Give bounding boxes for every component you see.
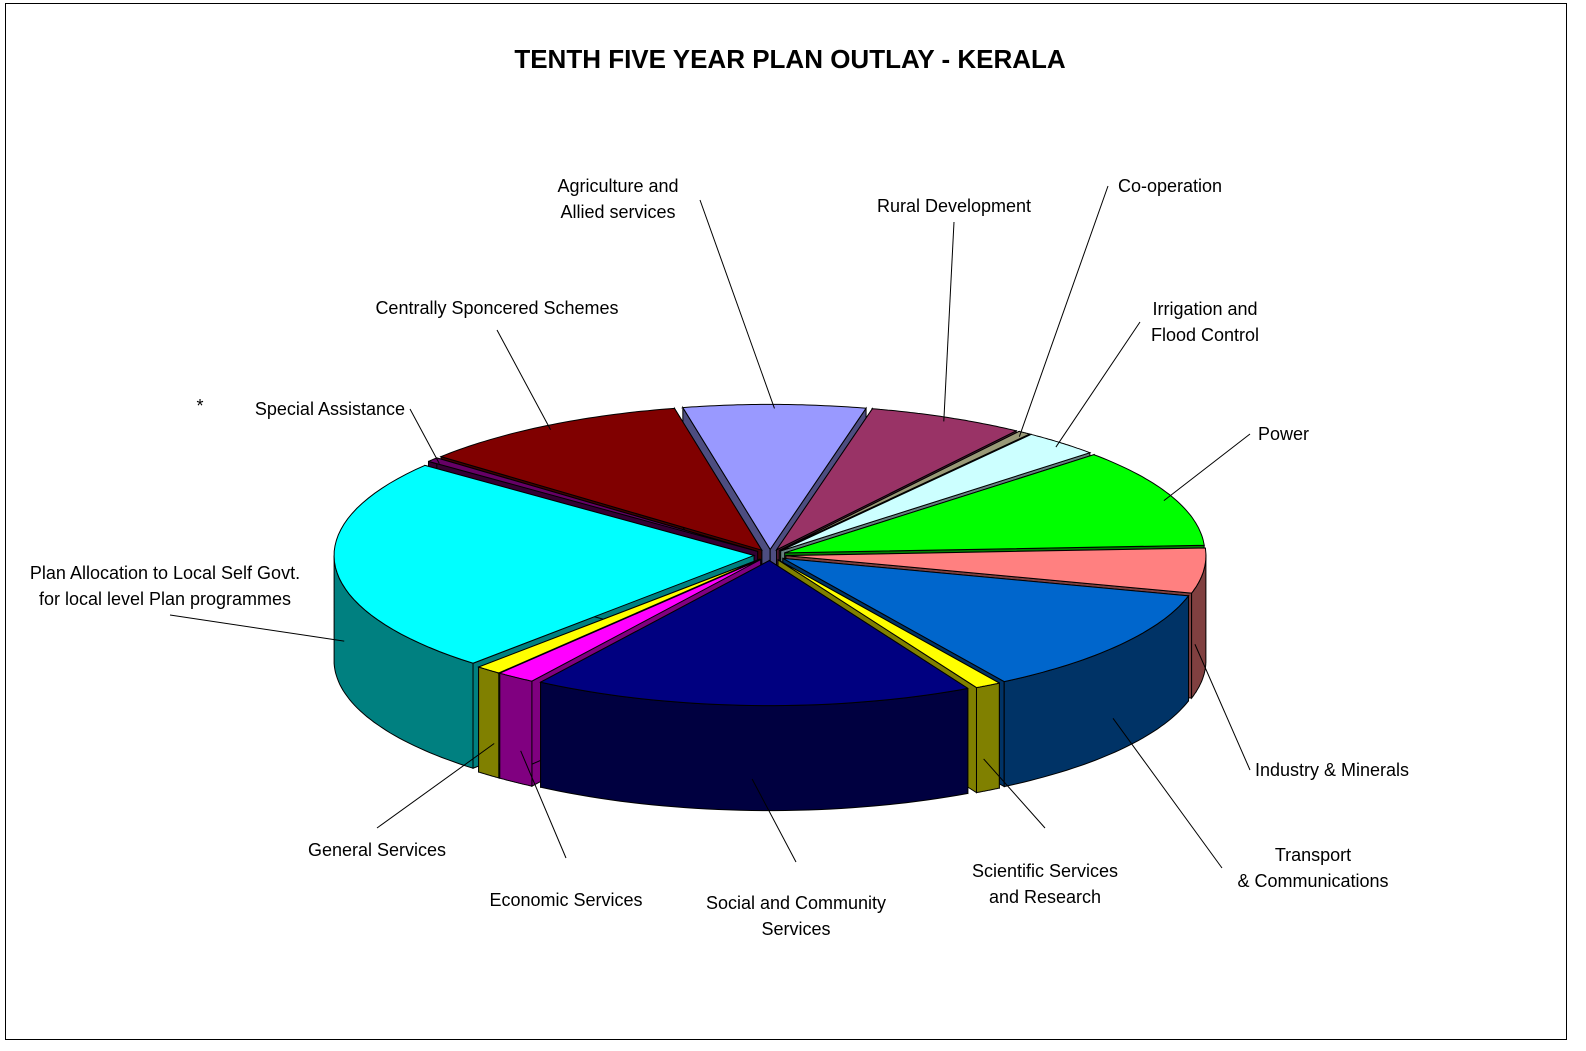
- leader-line: [1112, 717, 1223, 869]
- slice-side: [976, 682, 1000, 794]
- slice-label: Agriculture and Allied services: [557, 176, 678, 222]
- slice-label: Economic Services: [489, 890, 642, 910]
- label-line: Rural Development: [877, 196, 1031, 216]
- slice-label: Special Assistance: [255, 399, 405, 419]
- leader-line: [520, 750, 567, 859]
- label-line: Social and Community: [706, 893, 886, 913]
- slice-label: Rural Development: [877, 196, 1031, 216]
- leader-line: [496, 329, 552, 431]
- label-line: Flood Control: [1151, 325, 1259, 345]
- slice-label: Social and Community Services: [706, 893, 886, 939]
- label-line: Special Assistance: [255, 399, 405, 419]
- slice-label: Centrally Sponcered Schemes: [375, 298, 618, 318]
- label-line: Plan Allocation to Local Self Govt.: [30, 563, 300, 583]
- label-line: for local level Plan programmes: [39, 589, 291, 609]
- slice: [439, 407, 763, 552]
- slice-label: Scientific Services and Research: [972, 861, 1118, 907]
- leader-line: [983, 758, 1046, 829]
- footnote-marker: *: [196, 396, 203, 416]
- leader-line: [751, 778, 797, 863]
- slice-label: Transport & Communications: [1237, 845, 1388, 891]
- leader-line: [376, 743, 495, 829]
- leader-line: [943, 221, 955, 422]
- label-line: Services: [761, 919, 830, 939]
- slice: [779, 430, 1031, 551]
- slice-label: Irrigation and Flood Control: [1151, 299, 1259, 345]
- label-line: Economic Services: [489, 890, 642, 910]
- label-line: and Research: [989, 887, 1101, 907]
- slice: [428, 457, 758, 552]
- slice: [333, 464, 756, 664]
- leader-line: [1018, 185, 1109, 437]
- slice-label: General Services: [308, 840, 446, 860]
- slice-label: Power: [1258, 424, 1309, 444]
- leader-line: [409, 408, 440, 464]
- leader-line: [1055, 321, 1141, 448]
- slice: [539, 560, 969, 707]
- label-line: Irrigation and: [1152, 299, 1257, 319]
- slice: [680, 403, 868, 551]
- label-line: Scientific Services: [972, 861, 1118, 881]
- leader-line: [169, 614, 345, 642]
- slice-side: [499, 672, 533, 787]
- slice: [498, 559, 761, 682]
- slice: [780, 433, 1092, 552]
- slice: [782, 557, 1190, 683]
- chart-title: TENTH FIVE YEAR PLAN OUTLAY - KERALA: [514, 44, 1066, 74]
- label-line: Transport: [1275, 845, 1351, 865]
- label-line: Centrally Sponcered Schemes: [375, 298, 618, 318]
- label-line: Allied services: [560, 202, 675, 222]
- leader-line: [1194, 644, 1251, 771]
- label-line: Co-operation: [1118, 176, 1222, 196]
- slice: [785, 547, 1207, 594]
- leader-line: [699, 199, 775, 409]
- leader-line: [1163, 433, 1251, 502]
- label-line: General Services: [308, 840, 446, 860]
- slice: [775, 408, 1018, 552]
- label-line: Industry & Minerals: [1255, 760, 1409, 780]
- label-line: & Communications: [1237, 871, 1388, 891]
- slice: [477, 558, 760, 675]
- slice-side: [478, 666, 500, 779]
- slice-label: Co-operation: [1118, 176, 1222, 196]
- label-line: Agriculture and: [557, 176, 678, 196]
- slice: [777, 559, 1001, 689]
- slice-label: Plan Allocation to Local Self Govt. for l…: [30, 563, 300, 609]
- label-line: Power: [1258, 424, 1309, 444]
- slice-label: Industry & Minerals: [1255, 760, 1409, 780]
